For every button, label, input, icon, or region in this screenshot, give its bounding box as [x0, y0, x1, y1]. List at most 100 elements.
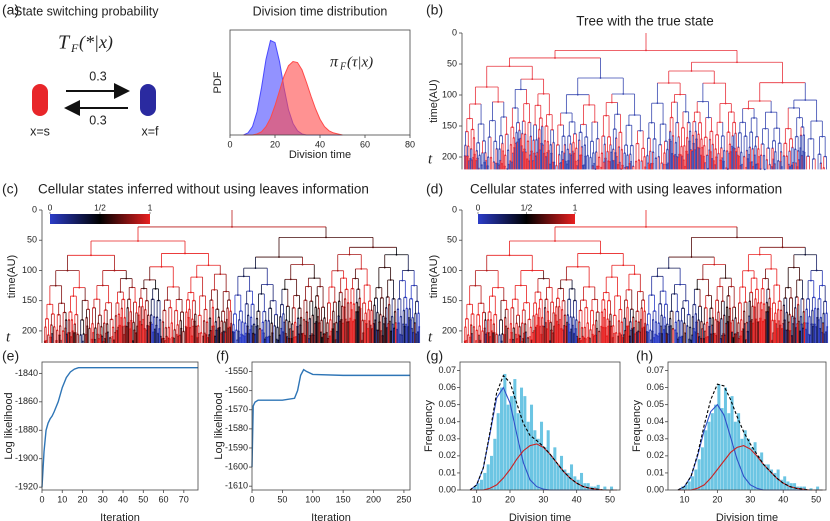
x-tick-label: 50 — [138, 494, 148, 504]
division-dot — [483, 311, 485, 314]
fit-curve — [469, 374, 617, 491]
division-dot — [633, 114, 636, 116]
division-dot — [189, 291, 192, 294]
division-dot — [245, 302, 248, 305]
hist-bar — [493, 438, 497, 490]
division-dot — [787, 127, 790, 130]
panel-label: (e) — [2, 348, 19, 364]
hist-bar — [576, 479, 580, 490]
hist-bar — [593, 486, 597, 490]
division-dot — [767, 147, 770, 149]
division-dot — [682, 126, 684, 129]
division-dot — [801, 125, 804, 128]
formula-main: T — [58, 32, 71, 54]
division-dot — [528, 318, 531, 321]
t-label: t — [428, 151, 433, 167]
y-tick-label: 0.01 — [438, 467, 456, 477]
hist-bar — [510, 396, 514, 490]
division-dot — [667, 267, 670, 270]
division-dot — [140, 297, 142, 300]
state-f — [140, 84, 156, 116]
y-axis-label: Frequency — [631, 400, 643, 452]
hist-bar — [756, 455, 760, 490]
division-dot — [465, 130, 468, 133]
division-dot — [502, 299, 505, 302]
division-dot — [619, 131, 622, 134]
division-dot — [622, 264, 625, 267]
division-dot — [542, 277, 545, 280]
y-tick-label: -1920 — [15, 482, 38, 492]
x-tick-label: 60 — [159, 494, 169, 504]
division-dot — [642, 299, 645, 301]
hist-bar — [476, 483, 480, 490]
division-dot — [369, 300, 371, 302]
t-label: t — [6, 329, 11, 345]
division-dot — [804, 99, 807, 101]
x-tick-label: 200 — [366, 494, 381, 504]
y-tick-label: 100 — [442, 89, 457, 99]
division-dot — [157, 299, 160, 302]
division-dot — [531, 78, 534, 80]
hist-bar — [483, 472, 487, 490]
division-dot — [500, 134, 502, 137]
hist-bar — [573, 476, 577, 490]
division-dot — [517, 314, 519, 317]
division-dot — [596, 137, 599, 140]
division-dot — [281, 303, 283, 306]
division-dot — [101, 284, 104, 287]
y-axis-label: time(AU) — [6, 255, 18, 298]
y-tick-label: 0.00 — [438, 484, 456, 494]
division-dot — [66, 269, 69, 272]
x-tick-label: 50 — [605, 494, 615, 504]
panel-label: (a) — [2, 2, 19, 18]
y-tick-label: 150 — [22, 295, 37, 305]
y-axis-label: time(AU) — [428, 80, 440, 123]
division-dot — [568, 134, 571, 137]
division-dot — [181, 311, 183, 313]
division-dot — [172, 286, 175, 288]
hist-bar — [586, 483, 590, 490]
division-dot — [474, 103, 477, 105]
division-dot — [72, 295, 75, 297]
division-dot — [90, 254, 92, 257]
x-tick-label: 20 — [78, 494, 88, 504]
division-dot — [656, 102, 659, 105]
area-fill — [243, 40, 343, 135]
division-dot — [665, 303, 667, 306]
hist-bar — [707, 421, 711, 490]
division-dot — [608, 135, 610, 138]
hist-bar — [799, 486, 803, 490]
division-dot — [201, 294, 204, 297]
tree-panel: 0 50 100 150 200 time(AU) t 0 1/2 1 — [6, 202, 421, 345]
y-tick-label: -1600 — [225, 461, 248, 471]
division-dot — [519, 88, 522, 91]
hist-bar — [733, 421, 737, 490]
division-dot — [110, 318, 113, 321]
fit-curve — [677, 445, 823, 491]
division-dot — [588, 286, 591, 288]
y-tick-label: 0.03 — [646, 433, 664, 443]
division-dot — [494, 313, 497, 316]
division-dot — [647, 137, 650, 140]
hist-bar — [486, 464, 490, 490]
division-dot — [307, 285, 310, 288]
hist-bar — [697, 459, 701, 490]
division-dot — [576, 265, 579, 268]
hist-bar — [816, 486, 820, 490]
division-dot — [665, 140, 667, 143]
hist-bar — [763, 464, 767, 490]
division-dot — [54, 284, 57, 287]
x-tick-label: 10 — [679, 494, 689, 504]
division-dot — [545, 298, 548, 301]
division-dot — [286, 305, 289, 308]
division-dot — [593, 298, 596, 301]
hist-bar — [550, 455, 554, 490]
division-dot — [659, 143, 662, 146]
division-dot — [761, 143, 764, 145]
line — [41, 366, 198, 488]
division-dot — [236, 294, 239, 296]
hist-bar — [720, 408, 724, 490]
division-dot — [673, 101, 676, 104]
hist-bar — [691, 476, 695, 490]
division-dot — [98, 314, 101, 317]
